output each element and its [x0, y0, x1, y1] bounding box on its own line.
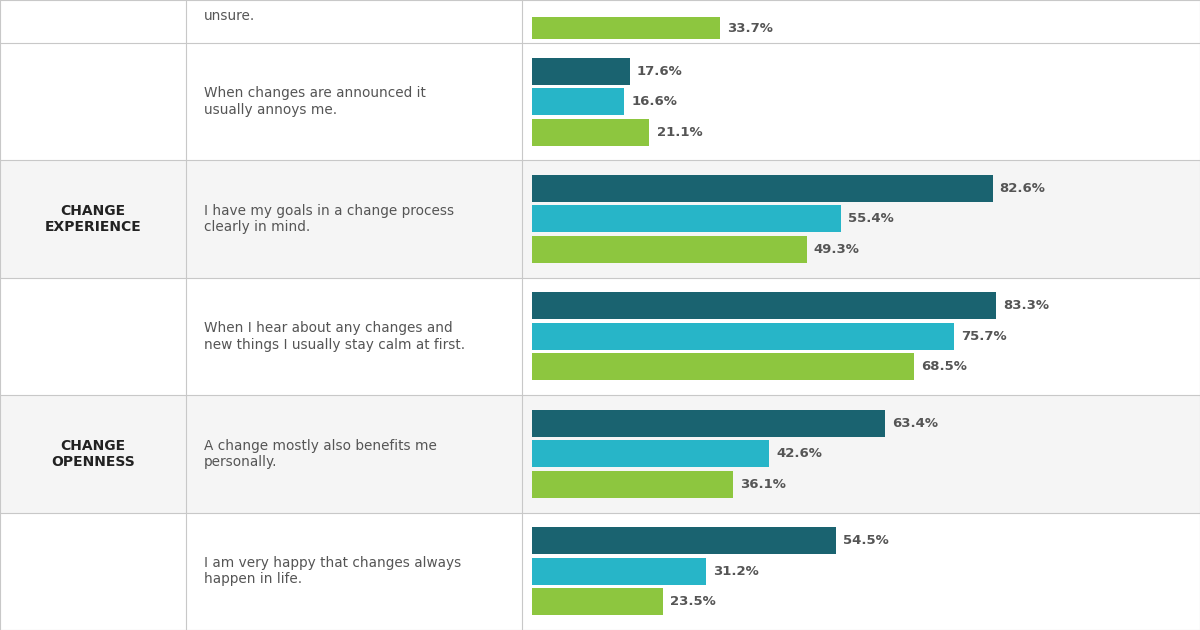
Text: 63.4%: 63.4% — [893, 417, 938, 430]
Bar — [532, 410, 886, 437]
Text: 17.6%: 17.6% — [637, 64, 683, 77]
Bar — [532, 353, 914, 381]
Text: 42.6%: 42.6% — [776, 447, 822, 461]
Bar — [532, 175, 992, 202]
Bar — [0, 0, 1200, 43]
Bar — [0, 278, 1200, 395]
Bar — [532, 323, 954, 350]
Bar — [0, 513, 1200, 630]
Bar — [532, 57, 630, 84]
Bar — [532, 588, 662, 616]
Bar — [532, 205, 841, 232]
Text: When I hear about any changes and
new things I usually stay calm at first.: When I hear about any changes and new th… — [204, 321, 466, 352]
Bar — [532, 558, 706, 585]
Bar — [532, 118, 649, 146]
Text: I am very happy that changes always
happen in life.: I am very happy that changes always happ… — [204, 556, 461, 587]
Text: When changes are announced it
usually annoys me.: When changes are announced it usually an… — [204, 86, 426, 117]
Text: 75.7%: 75.7% — [961, 330, 1007, 343]
Bar — [532, 292, 996, 319]
Text: 54.5%: 54.5% — [842, 534, 889, 547]
Text: 55.4%: 55.4% — [848, 212, 894, 226]
Text: 36.1%: 36.1% — [740, 478, 786, 491]
Bar — [532, 17, 720, 40]
Text: 31.2%: 31.2% — [713, 564, 758, 578]
Bar — [532, 440, 769, 467]
Text: 33.7%: 33.7% — [727, 22, 773, 35]
Bar — [0, 160, 1200, 278]
Text: 23.5%: 23.5% — [670, 595, 715, 609]
Bar — [532, 88, 624, 115]
Text: unsure.: unsure. — [204, 9, 256, 23]
Text: A change mostly also benefits me
personally.: A change mostly also benefits me persona… — [204, 438, 437, 469]
Text: CHANGE
EXPERIENCE: CHANGE EXPERIENCE — [44, 204, 142, 234]
Bar — [532, 527, 835, 554]
Text: 21.1%: 21.1% — [656, 125, 702, 139]
Bar — [0, 43, 1200, 160]
Text: 83.3%: 83.3% — [1003, 299, 1050, 312]
Text: 16.6%: 16.6% — [631, 95, 677, 108]
Text: 82.6%: 82.6% — [1000, 182, 1045, 195]
Text: 49.3%: 49.3% — [814, 243, 859, 256]
Text: 68.5%: 68.5% — [922, 360, 967, 374]
Bar — [0, 395, 1200, 513]
Text: I have my goals in a change process
clearly in mind.: I have my goals in a change process clea… — [204, 204, 454, 234]
Bar — [532, 471, 733, 498]
Bar — [532, 236, 806, 263]
Text: CHANGE
OPENNESS: CHANGE OPENNESS — [52, 438, 134, 469]
